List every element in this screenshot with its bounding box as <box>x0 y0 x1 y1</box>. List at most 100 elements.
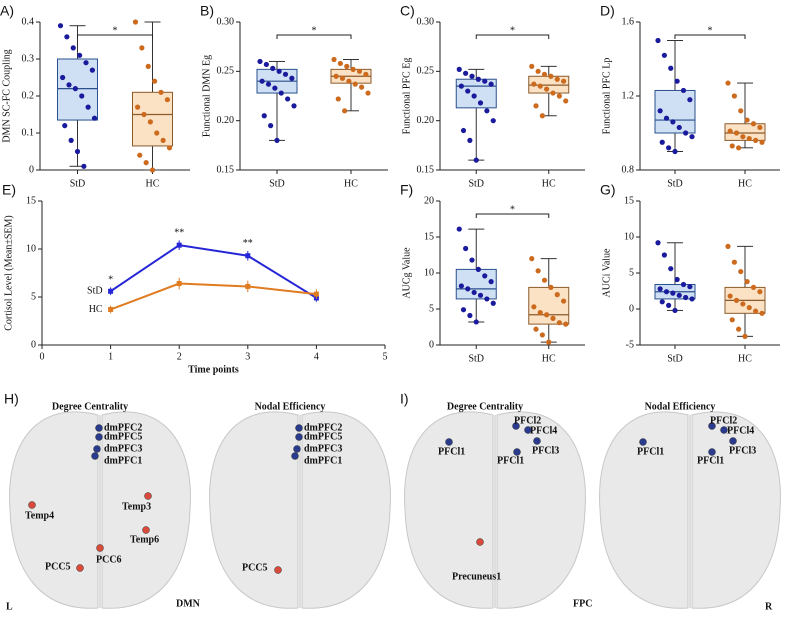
y-tick-label: 15 <box>26 195 36 206</box>
y-axis-label: Cortisol Level (Mean±SEM) <box>3 215 14 330</box>
data-point <box>469 73 475 79</box>
y-tick-label: 15 <box>624 195 634 206</box>
data-point <box>149 167 156 173</box>
y-tick-label: -5 <box>626 339 634 350</box>
data-point <box>733 130 740 136</box>
data-point <box>670 119 676 125</box>
data-point <box>689 134 695 140</box>
data-point <box>278 90 284 96</box>
data-point <box>674 78 680 84</box>
data-point <box>529 256 535 262</box>
significance: * <box>113 25 118 36</box>
data-point <box>132 19 139 25</box>
data-point <box>541 277 548 283</box>
data-point <box>160 137 166 143</box>
data-point <box>465 88 471 94</box>
significance: * <box>312 25 317 36</box>
data-point <box>337 60 343 67</box>
data-point <box>359 84 365 90</box>
side-label: L <box>6 601 13 612</box>
node <box>91 452 99 460</box>
data-point <box>556 320 562 326</box>
data-point <box>60 74 66 81</box>
node-label: PCC6 <box>96 554 122 565</box>
data-point <box>689 296 695 302</box>
data-point <box>339 75 346 81</box>
data-point <box>683 294 689 301</box>
node-label: PFCl1 <box>497 455 524 466</box>
node <box>93 445 101 453</box>
x-tick-label: StD <box>70 178 86 189</box>
node <box>639 438 647 446</box>
data-point <box>736 145 742 151</box>
data-point <box>147 119 153 125</box>
node-label: PFCl3 <box>532 445 559 456</box>
node-label: dmPFC2 <box>304 422 342 433</box>
node-label: dmPFC3 <box>104 443 142 454</box>
data-point <box>556 93 562 99</box>
significance-bracket <box>674 34 746 39</box>
panel-label: F) <box>400 182 413 198</box>
data-point <box>473 319 479 325</box>
data-point <box>471 93 477 99</box>
data-point <box>166 145 173 151</box>
x-tick-label: StD <box>269 178 285 189</box>
node-label: Temp3 <box>122 501 151 512</box>
data-point <box>463 70 469 76</box>
data-point <box>550 90 556 96</box>
y-tick-label: 20 <box>424 195 434 206</box>
brain-hemisphere <box>101 411 191 609</box>
node-label: PFCl1 <box>637 446 664 457</box>
panel-label: H) <box>4 391 19 407</box>
data-point <box>659 299 665 305</box>
data-point <box>537 83 543 89</box>
annotation: ** <box>174 228 184 239</box>
x-tick-label: HC <box>344 178 358 189</box>
data-point <box>537 310 543 316</box>
data-point <box>548 73 554 79</box>
data-point <box>531 304 537 310</box>
data-point <box>544 312 550 318</box>
data-point <box>750 284 757 290</box>
data-point <box>475 76 481 82</box>
node <box>445 438 453 446</box>
data-point <box>145 63 151 69</box>
data-point <box>668 65 674 71</box>
data-point <box>158 89 164 95</box>
data-point <box>471 289 477 296</box>
y-tick-label: 10 <box>424 267 434 278</box>
significance-bracket <box>276 34 352 39</box>
y-tick-label: 10 <box>26 243 36 254</box>
data-point <box>259 78 265 84</box>
data-point <box>657 108 663 114</box>
data-point <box>740 134 746 140</box>
data-point <box>738 268 744 275</box>
data-point <box>77 52 83 58</box>
node <box>142 526 150 534</box>
data-point <box>661 252 667 258</box>
data-point <box>733 297 740 303</box>
data-point <box>535 268 541 274</box>
data-point <box>282 71 289 77</box>
x-tick-label: 2 <box>177 351 182 362</box>
node-label: PCC5 <box>242 562 268 573</box>
data-point <box>342 108 348 114</box>
series-line <box>110 282 317 311</box>
y-tick-label: 0 <box>629 303 634 314</box>
data-point <box>490 300 496 306</box>
data-point <box>261 113 267 119</box>
view-title: Degree Centrality <box>52 401 128 412</box>
data-point <box>62 123 68 129</box>
data-point <box>533 326 539 332</box>
data-point <box>57 23 64 29</box>
x-tick-label: StD <box>667 178 683 189</box>
data-point <box>674 276 680 283</box>
x-tick-label: StD <box>468 353 484 364</box>
data-point <box>270 65 276 71</box>
node <box>293 445 301 453</box>
box <box>724 123 766 141</box>
data-point <box>663 115 670 121</box>
node <box>95 424 103 432</box>
data-point <box>276 68 282 74</box>
data-point <box>680 281 687 288</box>
